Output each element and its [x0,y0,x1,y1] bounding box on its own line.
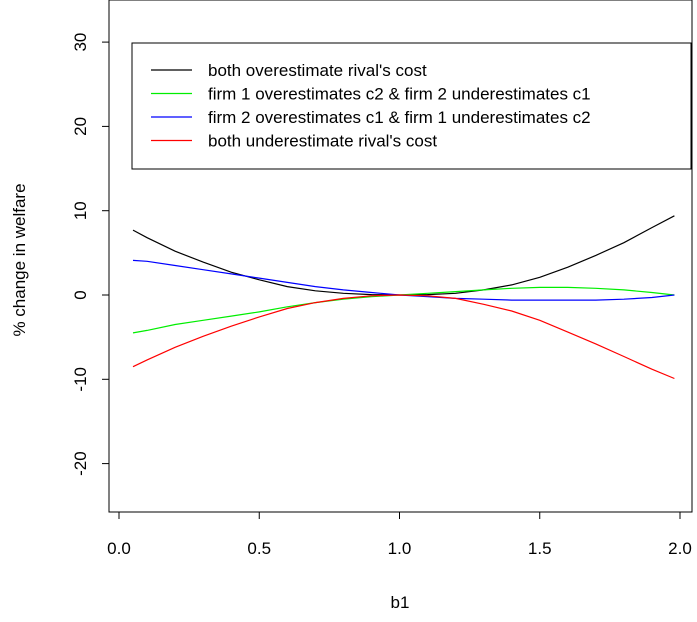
legend-label: both overestimate rival's cost [208,61,427,80]
legend: both overestimate rival's cost firm 1 ove… [131,42,692,170]
x-axis-title: b1 [391,593,410,612]
y-tick-label: 10 [71,201,90,220]
y-tick-label: 20 [71,117,90,136]
series-group [132,215,675,380]
x-tick-label: 1.5 [528,539,552,558]
x-tick-label: 0.0 [107,539,131,558]
y-tick-label: -20 [71,451,90,476]
legend-items: both overestimate rival's cost firm 1 ove… [151,61,591,151]
x-tick-label: 0.5 [247,539,271,558]
legend-label: firm 1 overestimates c2 & firm 2 underes… [208,85,591,104]
series-line [132,286,675,334]
x-tick-label: 1.0 [388,539,412,558]
series-line [132,294,675,380]
legend-label: firm 2 overestimates c1 & firm 1 underes… [208,108,591,127]
y-tick-label: -10 [71,367,90,392]
series-line [132,215,675,296]
x-axis: 0.0 0.5 1.0 1.5 2.0 [107,511,692,558]
y-axis-title: % change in welfare [10,183,29,336]
y-axis: -20 -10 0 10 20 30 [71,33,110,476]
y-tick-label: 30 [71,33,90,52]
legend-box [131,42,692,170]
legend-label: both underestimate rival's cost [208,132,437,151]
x-tick-label: 2.0 [668,539,692,558]
y-tick-label: 0 [71,290,90,299]
